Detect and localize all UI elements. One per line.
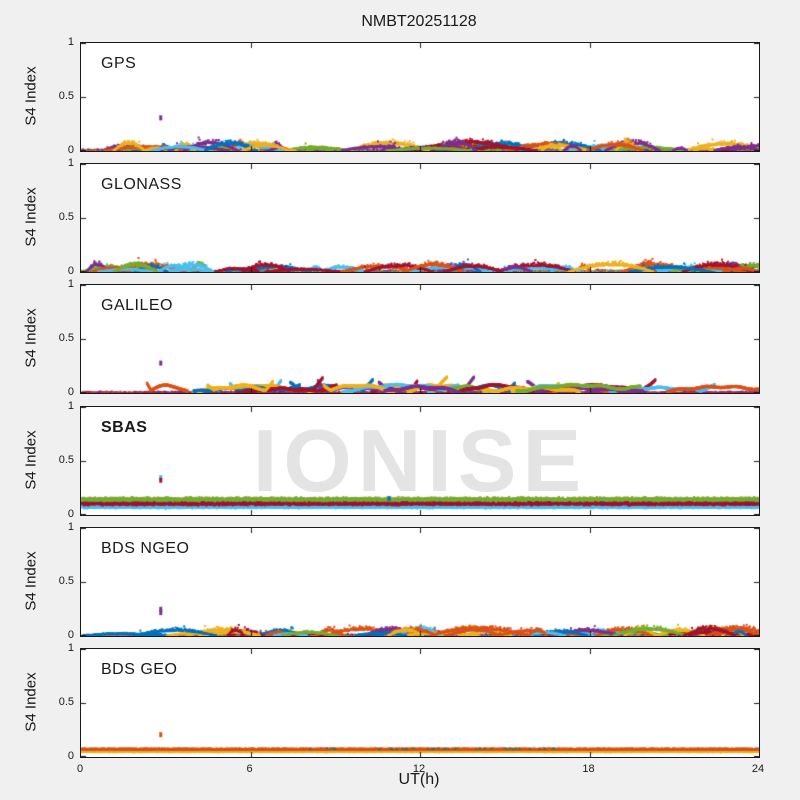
y-tick-label: 0: [67, 628, 74, 641]
y-tick-label: 1: [67, 157, 74, 170]
panel-label-glonass: GLONASS: [101, 176, 182, 194]
panel-label-bds-geo: BDS GEO: [101, 661, 178, 678]
y-tick-label: 1: [67, 520, 74, 533]
x-tick-label: 24: [751, 763, 765, 775]
subplot-sbas: IONISESBAS: [80, 405, 760, 516]
y-tick-label: 0: [67, 750, 74, 762]
y-tick-label: 0.5: [58, 696, 74, 708]
figure-title: NMBT20251128: [361, 13, 477, 30]
subplot-bds-geo: BDS GEO: [80, 648, 760, 758]
plot-canvas-glonass: [81, 164, 759, 273]
panel-label-gps: GPS: [101, 55, 137, 72]
y-tick-label: 0: [67, 507, 74, 520]
y-tick-label: 0.5: [58, 332, 74, 345]
panel-label-galileo: GALILEO: [101, 297, 173, 315]
y-tick-label: 1: [67, 399, 74, 412]
y-tick-label: 0: [67, 386, 74, 399]
y-tick-label: 0.5: [58, 90, 74, 102]
y-tick-label: 0: [67, 144, 74, 156]
plot-canvas-bds-geo: [81, 649, 759, 757]
plot-canvas-bds-ngeo: [81, 527, 759, 636]
x-tick-label: 0: [76, 763, 84, 775]
y-tick-label: 0.5: [58, 211, 74, 224]
x-tick-label: 18: [582, 763, 595, 775]
plot-canvas-galileo: [81, 285, 759, 394]
y-tick-label: 0.5: [58, 574, 74, 587]
x-axis-label: UT(h): [398, 771, 440, 788]
subplot-gps: GPS: [80, 42, 760, 152]
plot-canvas-gps: [81, 43, 759, 151]
x-tick-label: 12: [412, 763, 426, 775]
y-tick-label: 0.5: [58, 453, 74, 466]
panel-label-sbas: SBAS: [101, 418, 148, 436]
subplot-bds-ngeo: BDS NGEO: [80, 526, 760, 637]
y-tick-label: 1: [67, 278, 74, 291]
subplot-glonass: GLONASS: [80, 163, 760, 274]
y-tick-label: 1: [67, 642, 74, 654]
panel-label-bds-ngeo: BDS NGEO: [101, 539, 190, 557]
subplot-galileo: GALILEO: [80, 284, 760, 395]
y-tick-label: 0: [67, 265, 74, 278]
plot-canvas-sbas: [81, 406, 759, 515]
x-tick-label: 6: [246, 763, 253, 775]
y-tick-label: 1: [67, 36, 74, 48]
